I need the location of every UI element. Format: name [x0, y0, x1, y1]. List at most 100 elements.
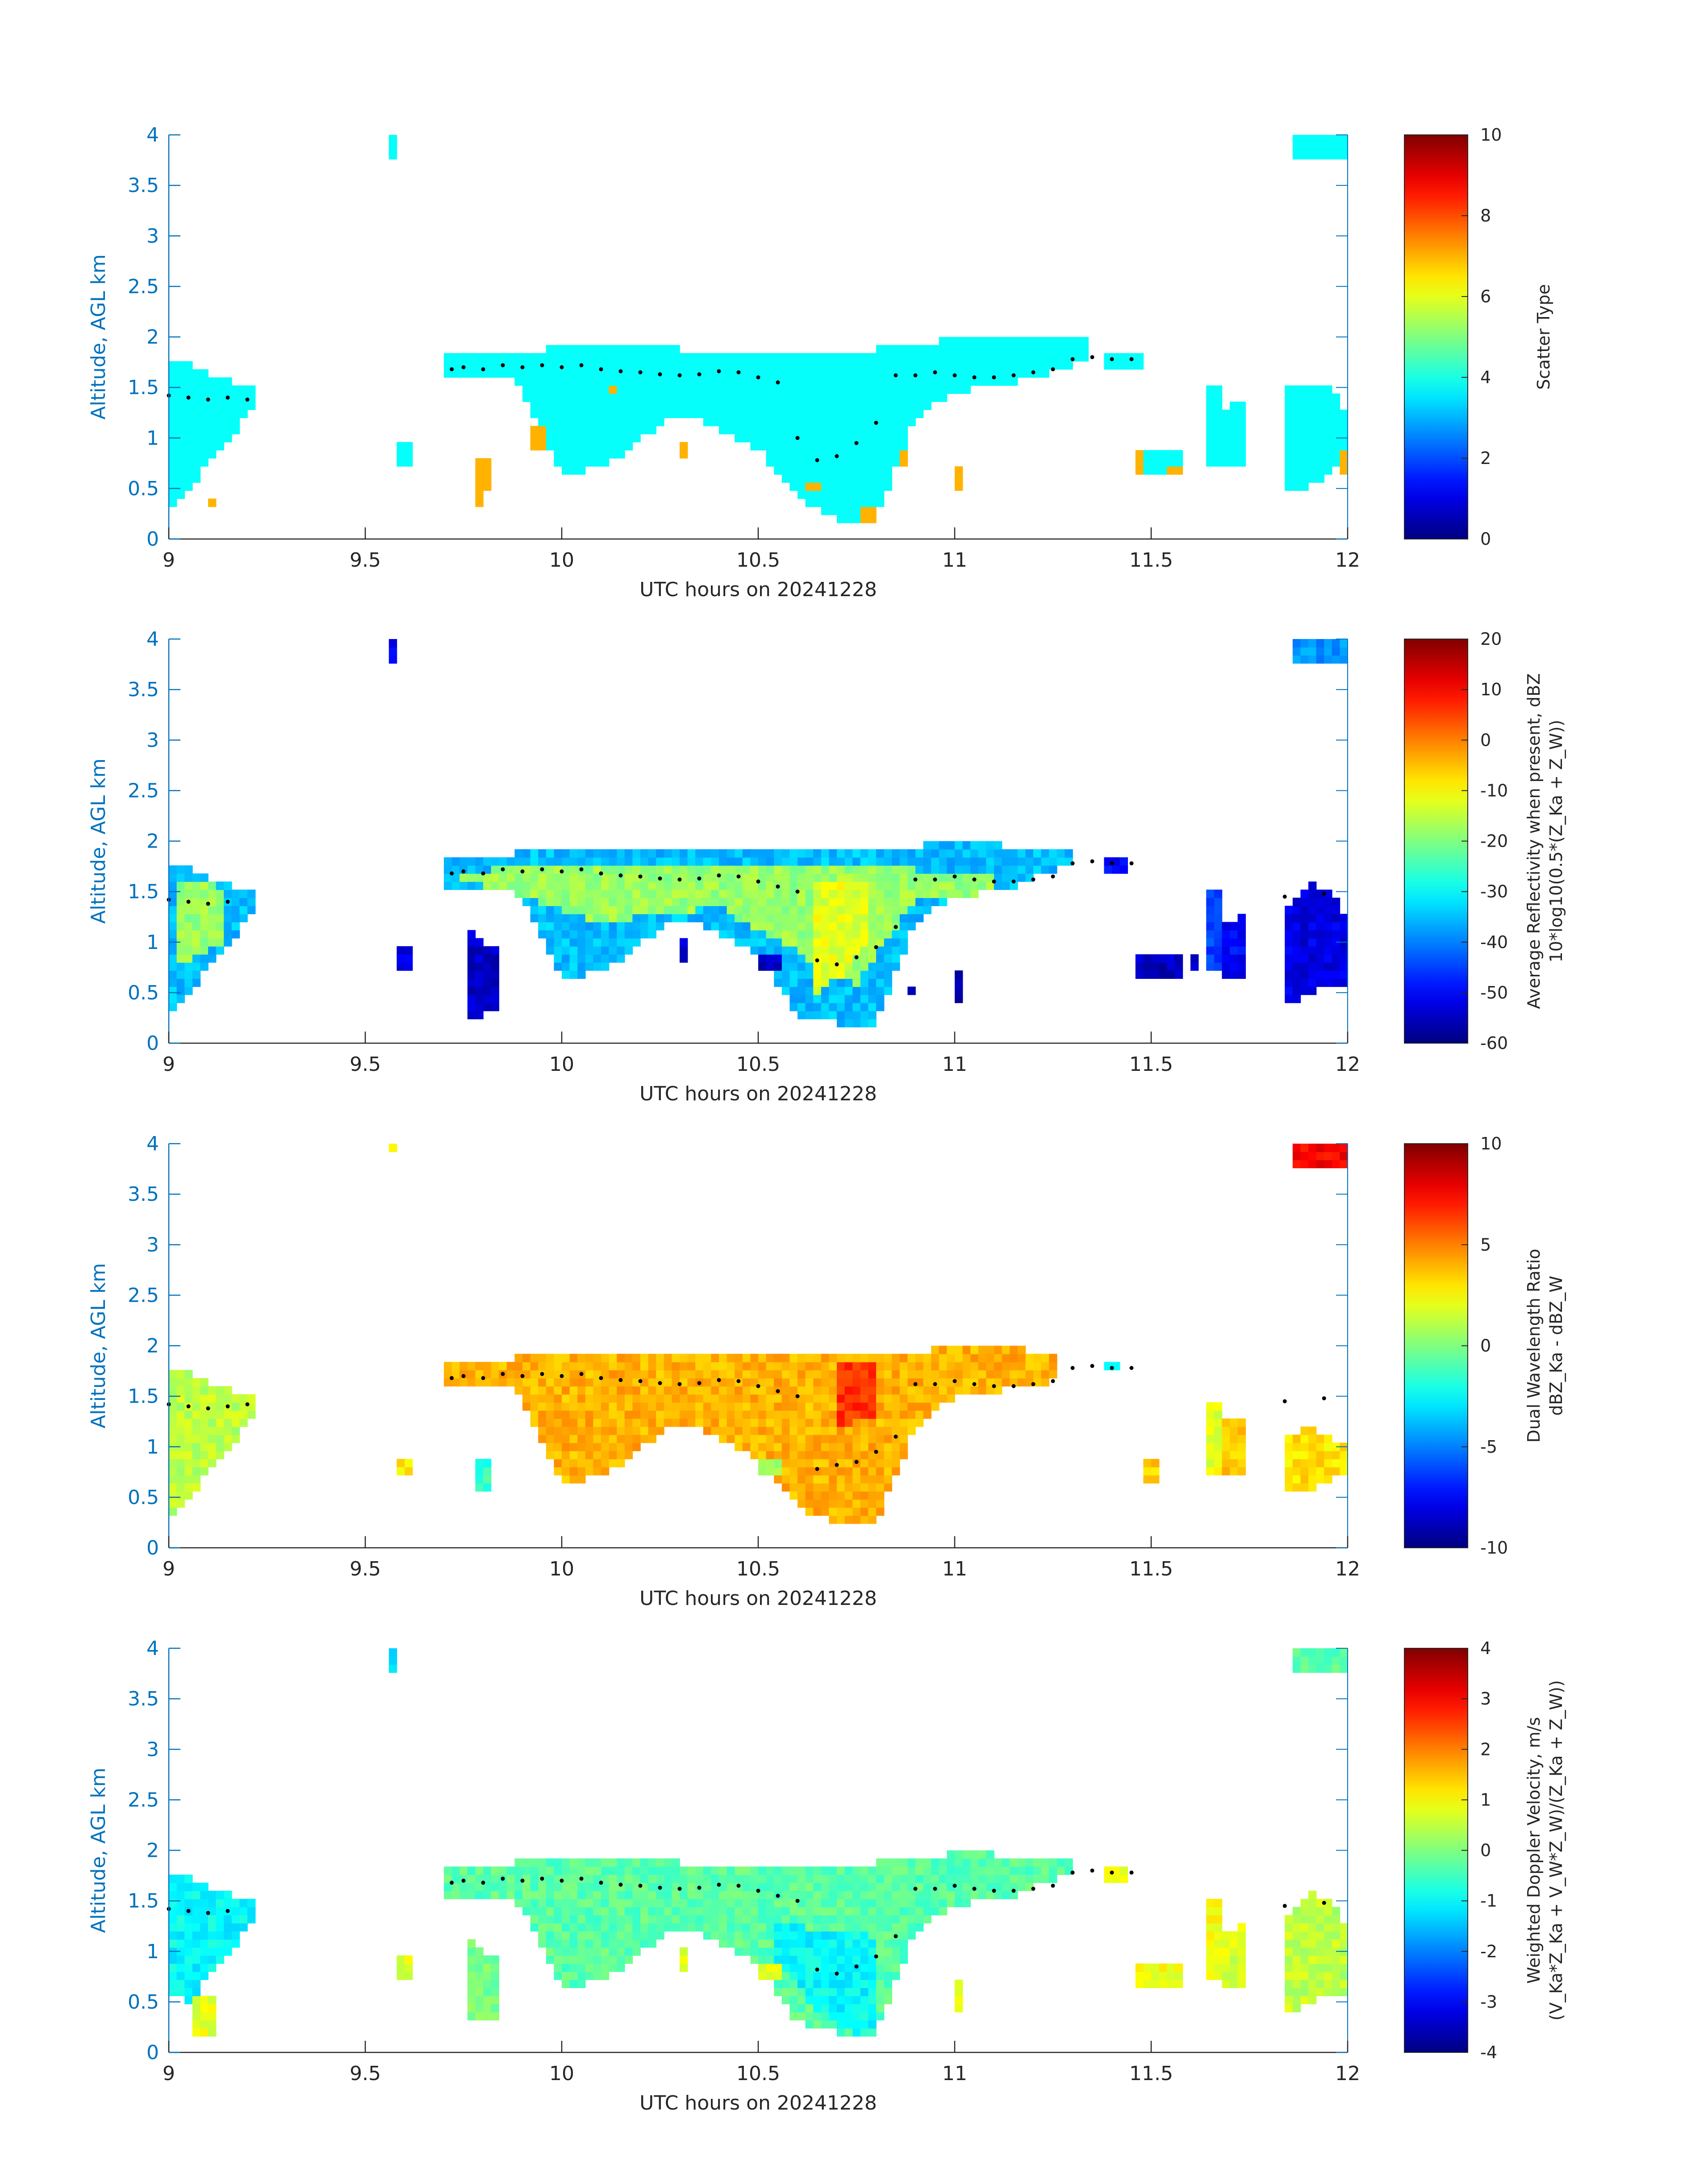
heatmap-cell [569, 890, 578, 898]
heatmap-cell [538, 1354, 547, 1362]
heatmap-cell [569, 393, 578, 402]
heatmap-cell [656, 393, 664, 402]
heatmap-cell [1292, 1931, 1301, 1940]
heatmap-cell [569, 1980, 578, 1988]
heatmap-cell [1057, 345, 1065, 354]
heatmap-cell [892, 409, 900, 418]
heatmap-cell [593, 1963, 601, 1972]
cloud-top-marker [226, 1404, 230, 1408]
heatmap-cell [184, 865, 193, 874]
cloud-top-marker [540, 363, 544, 368]
heatmap-cell [939, 1874, 948, 1883]
heatmap-cell [860, 1483, 869, 1492]
heatmap-cell [388, 655, 397, 664]
heatmap-cell [1285, 442, 1293, 451]
heatmap-cell [758, 1866, 767, 1875]
heatmap-cell [821, 482, 830, 491]
heatmap-cell [735, 385, 743, 394]
heatmap-cell [750, 1426, 759, 1435]
heatmap-cell [837, 385, 845, 394]
heatmap-cell [735, 882, 743, 890]
heatmap-cell [680, 393, 688, 402]
heatmap-cell [632, 1891, 641, 1899]
heatmap-cell [1332, 930, 1341, 939]
heatmap-cell [899, 922, 908, 931]
heatmap-cell [577, 1947, 586, 1956]
heatmap-cell [1230, 1458, 1238, 1467]
heatmap-cell [868, 986, 877, 995]
heatmap-cell [781, 442, 790, 451]
heatmap-cell [892, 946, 900, 955]
heatmap-cell [475, 2004, 484, 2013]
heatmap-cell [585, 873, 594, 882]
heatmap-cell [514, 1899, 523, 1907]
heatmap-cell [829, 1011, 837, 1020]
heatmap-cell [907, 1931, 916, 1940]
heatmap-cell [766, 873, 774, 882]
heatmap-cell [1316, 1434, 1324, 1443]
cloud-top-marker [599, 1376, 603, 1380]
heatmap-cell [798, 1434, 806, 1443]
heatmap-cell [860, 1939, 869, 1948]
heatmap-cell [224, 1899, 232, 1907]
heatmap-cell [1206, 890, 1215, 898]
heatmap-cell [789, 1915, 798, 1924]
heatmap-cell [962, 1386, 971, 1395]
heatmap-cell [1285, 1980, 1293, 1988]
heatmap-cell [766, 882, 774, 890]
heatmap-cell [475, 970, 484, 979]
heatmap-cell [860, 1458, 869, 1467]
heatmap-cell [609, 1858, 617, 1867]
heatmap-cell [593, 1891, 601, 1899]
heatmap-cell [1308, 458, 1317, 467]
heatmap-cell [640, 857, 649, 866]
heatmap-cell [224, 434, 232, 443]
heatmap-cell [216, 1955, 224, 1964]
heatmap-cell [617, 914, 625, 923]
heatmap-cell [1300, 1955, 1309, 1964]
heatmap-cell [805, 361, 814, 370]
heatmap-cell [664, 890, 672, 898]
heatmap-cell [192, 401, 201, 410]
heatmap-cell [931, 1899, 940, 1907]
heatmap-cell [1151, 450, 1160, 459]
heatmap-cell [577, 353, 586, 362]
heatmap-cell [624, 1426, 633, 1435]
heatmap-cell [475, 490, 484, 499]
heatmap-cell [805, 1475, 814, 1483]
heatmap-cell [1010, 873, 1018, 882]
heatmap-cell [923, 1882, 931, 1891]
heatmap-cell [648, 1354, 656, 1362]
heatmap-cell [892, 1955, 900, 1964]
heatmap-cell [844, 1011, 853, 1020]
heatmap-cell [601, 450, 610, 459]
heatmap-cell [1167, 1963, 1175, 1972]
heatmap-cell [1151, 1467, 1160, 1475]
heatmap-cell [813, 409, 822, 418]
heatmap-cell [703, 1354, 712, 1362]
cloud-top-marker [756, 375, 760, 380]
heatmap-cell [955, 994, 963, 1003]
heatmap-cell [852, 914, 861, 923]
heatmap-cell [624, 865, 633, 874]
heatmap-cell [695, 857, 704, 866]
heatmap-cell [789, 361, 798, 370]
heatmap-cell [892, 1362, 900, 1371]
heatmap-cell [868, 1972, 877, 1980]
heatmap-cell [1167, 954, 1175, 963]
heatmap-cell [656, 1899, 664, 1907]
heatmap-cell [1300, 1923, 1309, 1932]
heatmap-cell [805, 1370, 814, 1379]
heatmap-cell [569, 914, 578, 923]
heatmap-cell [970, 337, 979, 346]
heatmap-cell [467, 1378, 476, 1387]
heatmap-cell [1332, 393, 1341, 402]
colorbar-tick-label: 0 [1480, 529, 1491, 549]
heatmap-cell [781, 1426, 790, 1435]
heatmap-cell [750, 1434, 759, 1443]
heatmap-cell [1222, 1418, 1230, 1427]
heatmap-cell [955, 1891, 963, 1899]
heatmap-cell [680, 369, 688, 378]
heatmap-cell [994, 353, 1002, 362]
